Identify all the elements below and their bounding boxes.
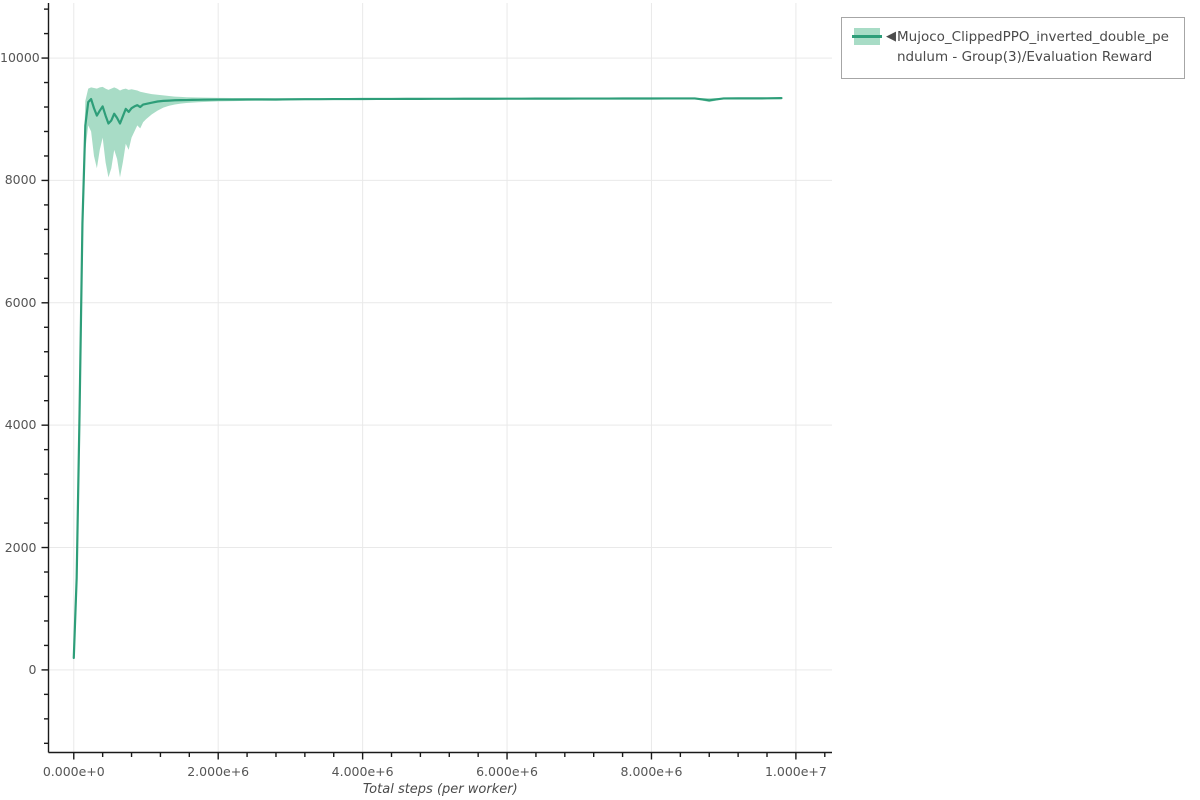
legend-entry-label: Mujoco_ClippedPPO_inverted_double_pendul…	[897, 29, 1169, 65]
x-tick-label: 0.000e+0	[42, 763, 105, 779]
y-tick-label: 6000	[4, 294, 37, 310]
y-tick-label: 4000	[4, 417, 37, 433]
legend-entry[interactable]: ◀ Mujoco_ClippedPPO_inverted_double_pend…	[852, 27, 1174, 67]
y-tick-label: 10000	[0, 50, 40, 66]
x-tick-label: 2.000e+6	[187, 763, 250, 779]
x-axis-title: Total steps (per worker)	[362, 782, 518, 797]
y-tick-label: 8000	[4, 172, 37, 188]
y-tick-label: 0	[28, 661, 37, 677]
series-line	[72, 97, 783, 660]
gridlines	[48, 3, 832, 753]
x-tick-label: 4.000e+6	[331, 763, 394, 779]
legend-marker-icon: ◀	[886, 29, 896, 44]
legend-line-swatch	[852, 35, 882, 38]
x-tick-label: 1.000e+7	[764, 763, 827, 779]
legend[interactable]: ◀ Mujoco_ClippedPPO_inverted_double_pend…	[841, 17, 1185, 79]
axis-lines-and-ticks	[41, 3, 832, 760]
x-tick-label: 8.000e+6	[620, 763, 683, 779]
y-tick-label: 2000	[4, 539, 37, 555]
x-tick-label: 6.000e+6	[476, 763, 538, 779]
confidence-band	[73, 86, 782, 659]
legend-color-swatch	[852, 28, 882, 45]
